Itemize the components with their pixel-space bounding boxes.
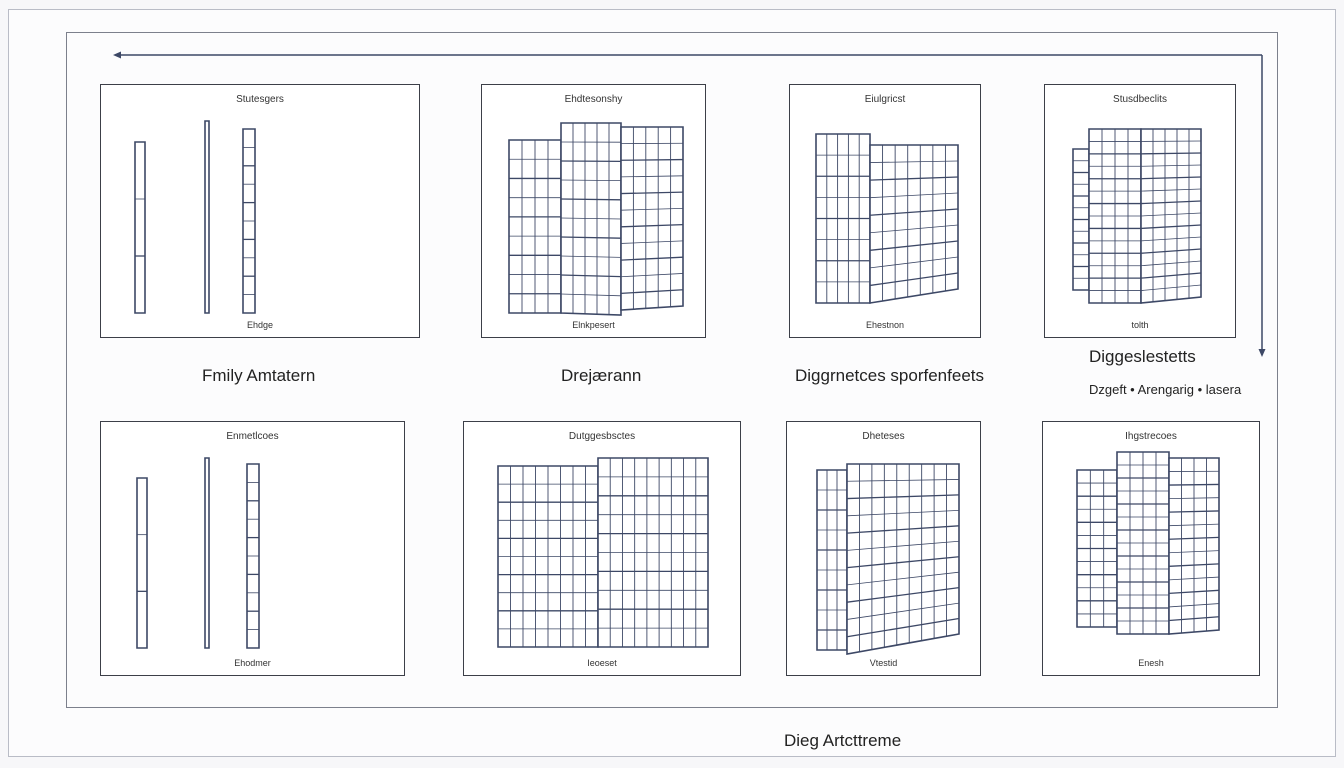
facade-segment — [1140, 128, 1202, 304]
building-icon — [497, 457, 709, 648]
building-panel-1: Stutesgers Ehdge — [100, 84, 420, 338]
panel-bottom-label: Ehestnon — [865, 320, 905, 330]
caption-diagram: Drejærann — [561, 366, 642, 385]
panel-top-label: Stutesgers — [236, 94, 284, 105]
building-icon — [134, 120, 256, 314]
panel-top-label: Dutggesbsctes — [568, 431, 636, 442]
building-icon — [508, 122, 684, 316]
inner-frame — [66, 32, 1278, 708]
facade-segment — [246, 463, 260, 649]
facade-segment — [134, 141, 146, 314]
facade-segment — [1168, 457, 1220, 635]
panel-top-label: Enmetlcoes — [226, 431, 279, 442]
building-icon — [816, 463, 960, 655]
facade-segment — [136, 477, 148, 649]
panel-bottom-label: Ehdge — [246, 320, 274, 330]
facade-segment — [869, 144, 959, 304]
facade-segment — [1076, 469, 1118, 628]
facade-segment — [497, 465, 599, 648]
building-panel-8: Ihgstrecoes Enesh — [1042, 421, 1260, 676]
building-panel-2: Ehdtesonshy Elnkpesert — [481, 84, 706, 338]
facade-segment — [620, 126, 684, 311]
panel-top-label: Ihgstrecoes — [1125, 431, 1177, 442]
caption-arrangement: Dzgeft • Arengarig • lasera — [1089, 382, 1242, 397]
caption-family: Fmily Amtatern — [202, 366, 316, 385]
panel-bottom-label: Elnkpesert — [572, 320, 615, 330]
facade-segment — [204, 457, 210, 649]
panel-top-label: Eiulgricst — [864, 94, 906, 105]
building-panel-3: Eiulgricst Ehestnon — [789, 84, 981, 338]
caption-diagram-sport: Diggrnetces sporfenfeets — [795, 366, 984, 385]
facade-segment — [815, 133, 871, 304]
building-icon — [136, 457, 260, 649]
panel-bottom-label: Ehodmer — [234, 658, 271, 668]
panel-top-label: Dheteses — [862, 431, 905, 442]
facade-segment — [846, 463, 960, 655]
facade-segment — [1116, 451, 1170, 635]
facade-segment — [242, 128, 256, 314]
facade-segment — [597, 457, 709, 648]
panel-bottom-label: tolth — [1131, 320, 1149, 330]
facade-segment — [816, 469, 848, 651]
footer-title: Dieg Artcttreme — [784, 731, 902, 750]
facade-segment — [1072, 148, 1090, 291]
caption-diagrams: Diggeslestetts — [1089, 347, 1196, 366]
building-icon — [1072, 128, 1202, 304]
building-panel-4: Stusdbeclits tolth — [1044, 84, 1236, 338]
facade-segment — [508, 139, 562, 314]
panel-bottom-label: Enesh — [1138, 658, 1164, 668]
building-panel-6: Dutggesbsctes Ieoeset — [463, 421, 741, 676]
facade-segment — [1088, 128, 1142, 304]
panel-top-label: Stusdbeclits — [1113, 94, 1167, 105]
facade-segment — [560, 122, 622, 316]
building-panel-7: Dheteses Vtestid — [786, 421, 981, 676]
building-icon — [1076, 451, 1220, 635]
panel-top-label: Ehdtesonshy — [564, 94, 623, 105]
building-icon — [815, 133, 959, 304]
panel-bottom-label: Ieoeset — [587, 658, 617, 668]
building-panel-5: Enmetlcoes Ehodmer — [100, 421, 405, 676]
panel-bottom-label: Vtestid — [869, 658, 898, 668]
facade-segment — [204, 120, 210, 314]
